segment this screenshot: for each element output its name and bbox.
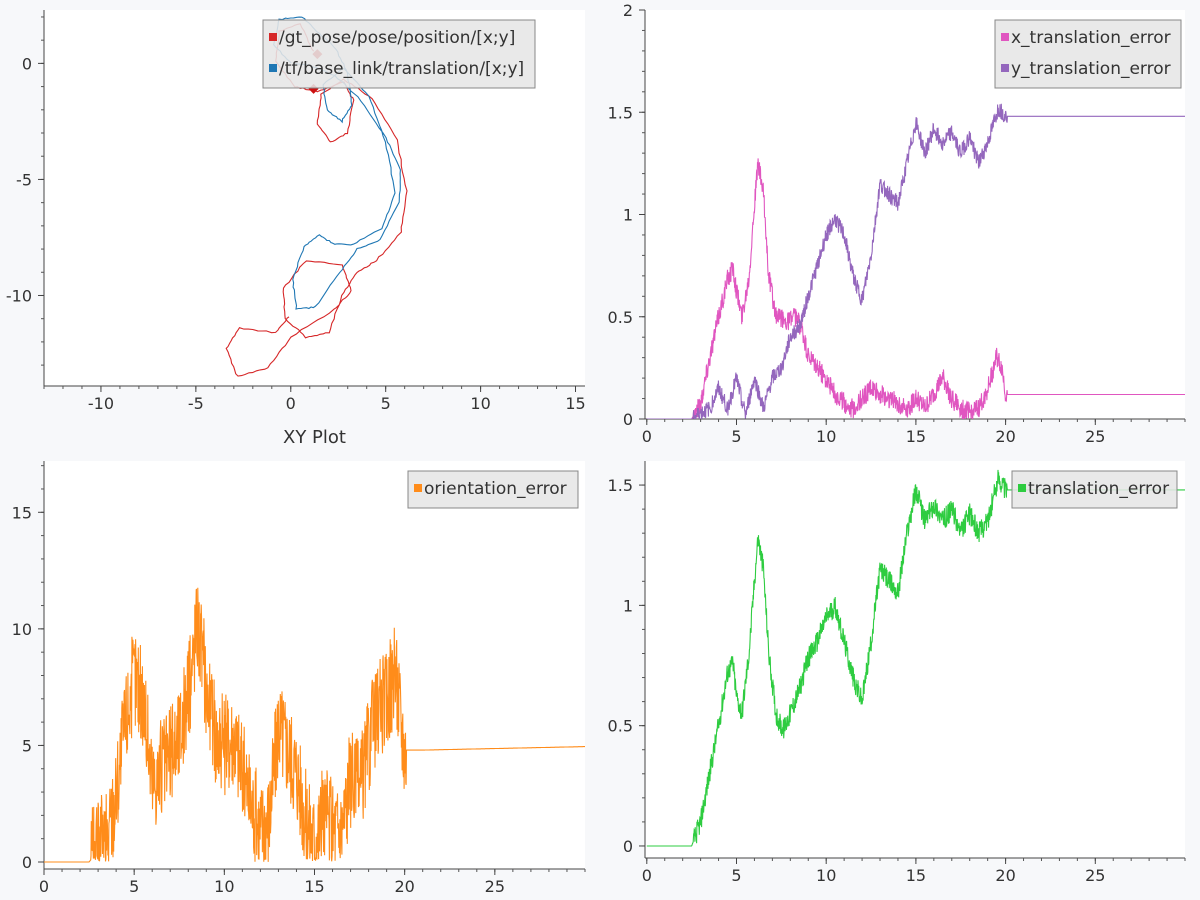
y-tick-label: 1 [623,596,633,615]
x-tick-label: -10 [88,394,114,413]
chart-panel-xy_err: 0 5 10 15 20 25 0 0.5 1 1.5 2 x_translation_error y_… [608,1,1186,446]
y-tick-label: 0.5 [608,717,633,736]
x-tick-label: 20 [995,866,1015,885]
y-tick-label: 0 [22,54,32,73]
x-tick-label: 5 [731,427,741,446]
plot-area [645,461,1185,858]
legend: x_translation_error y_translation_error [994,19,1182,89]
y-tick-label: 2 [623,1,633,20]
y-tick-label: -5 [16,170,32,189]
x-tick-label: 25 [1085,866,1105,885]
legend-swatch [414,484,422,492]
y-tick-label: 10 [12,620,32,639]
legend-swatch [269,33,277,41]
chart-panel-orient: 0 5 10 15 20 25 0 5 10 15 orientation_error [12,461,586,896]
x-tick-label: 15 [906,866,926,885]
x-tick-label: 15 [304,877,324,896]
legend-box [262,19,536,89]
legend: orientation_error [407,470,579,509]
legend-swatch [1018,484,1026,492]
y-tick-label: 0.5 [608,308,633,327]
x-tick-label: 0 [642,427,652,446]
x-tick-label: 25 [485,877,505,896]
y-tick-label: 0 [623,837,633,856]
x-tick-label: 5 [381,394,391,413]
legend-label: /tf/base_link/translation/[x;y] [279,59,524,79]
plot-area [44,461,585,869]
x-axis-label: XY Plot [283,427,346,448]
x-tick-label: 10 [214,877,234,896]
chart-panel-trans: 0 5 10 15 20 25 0 0.5 1 1.5 translation_error [608,461,1186,885]
y-tick-label: 0 [623,410,633,429]
x-tick-label: 20 [995,427,1015,446]
x-tick-label: 10 [816,427,836,446]
legend-box [994,19,1182,89]
legend-swatch [1001,64,1009,72]
y-tick-label: 1.5 [608,103,633,122]
legend: translation_error [1011,470,1178,509]
legend-label: x_translation_error [1011,28,1171,48]
y-tick-label: 0 [22,853,32,872]
x-tick-label: 0 [39,877,49,896]
series-line-y_translation_error [646,103,1185,419]
x-tick-label: -5 [188,394,204,413]
legend-swatch [269,64,277,72]
x-tick-label: 5 [129,877,139,896]
x-tick-label: 10 [470,394,490,413]
legend-box [1011,470,1178,509]
series-line-orientation_error [44,587,585,863]
series-line-x_translation_error [646,158,1185,419]
legend-label: translation_error [1028,479,1169,499]
legend-label: orientation_error [424,479,567,499]
y-tick-label: 1 [623,206,633,225]
y-tick-label: 1.5 [608,476,633,495]
legend-swatch [1001,33,1009,41]
chart-panel-xy: -10 -5 0 5 10 15 0 -5 -10 XY Plot/gt_pose/pose/po… [6,10,586,448]
y-tick-label: 15 [12,503,32,522]
legend: /gt_pose/pose/position/[x;y] /tf/base_lin… [262,19,536,89]
x-tick-label: 25 [1085,427,1105,446]
legend-label: /gt_pose/pose/position/[x;y] [279,28,515,48]
y-tick-label: 5 [22,736,32,755]
x-tick-label: 15 [565,394,585,413]
x-tick-label: 20 [394,877,414,896]
x-tick-label: 5 [731,866,741,885]
legend-label: y_translation_error [1011,59,1171,79]
legend-box [407,470,579,509]
x-tick-label: 0 [642,866,652,885]
y-tick-label: -10 [6,286,32,305]
x-tick-label: 15 [906,427,926,446]
x-tick-label: 0 [286,394,296,413]
x-tick-label: 10 [816,866,836,885]
